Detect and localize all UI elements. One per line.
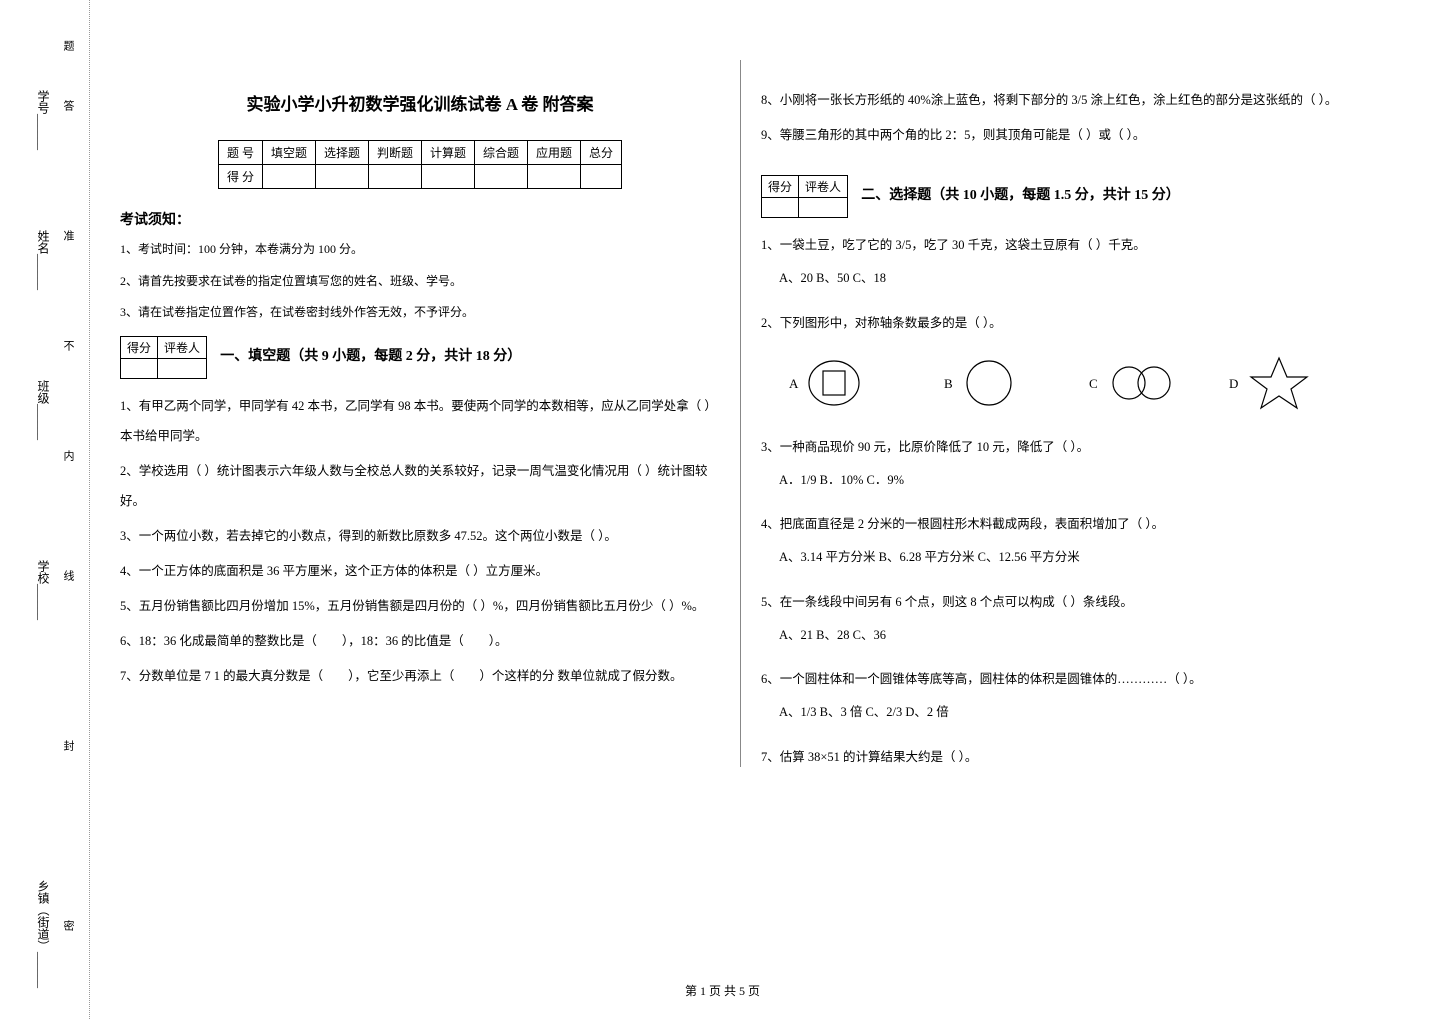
q2-5-opts: A、21 B、28 C、36: [779, 622, 1361, 650]
col-comp: 综合题: [475, 141, 528, 165]
q1-5: 5、五月份销售额比四月份增加 15%，五月份销售额是四月份的（ ）%，四月份销售…: [120, 591, 720, 621]
score-box-2: 得分 评卷人: [761, 175, 848, 218]
part2-title: 二、选择题（共 10 小题，每题 1.5 分，共计 15 分）: [861, 184, 1180, 204]
score-box-1: 得分 评卷人: [120, 336, 207, 379]
page-footer: 第 1 页 共 5 页: [0, 982, 1445, 999]
binding-class: 班级______: [35, 380, 52, 440]
binding-name: 姓名______: [35, 230, 52, 290]
q1-8: 8、小刚将一张长方形纸的 40%涂上蓝色，将剩下部分的 3/5 涂上红色，涂上红…: [761, 85, 1361, 115]
shape-b-circle: [967, 361, 1011, 405]
shapes-svg: A B C D: [779, 353, 1339, 413]
label-d: D: [1229, 376, 1238, 391]
shape-d-star: [1251, 358, 1307, 408]
cell: [422, 165, 475, 189]
notice-2: 2、请首先按要求在试卷的指定位置填写您的姓名、班级、学号。: [120, 271, 720, 293]
content-area: 实验小学小升初数学强化训练试卷 A 卷 附答案 题 号 填空题 选择题 判断题 …: [100, 50, 1420, 777]
q2-3: 3、一种商品现价 90 元，比原价降低了 10 元，降低了（ ）。: [761, 432, 1361, 462]
part2-header-row: 得分 评卷人 二、选择题（共 10 小题，每题 1.5 分，共计 15 分）: [761, 175, 1361, 218]
q2-2: 2、下列图形中，对称轴条数最多的是（ ）。: [761, 308, 1361, 338]
q1-7: 7、分数单位是 7 1 的最大真分数是（ ），它至少再添上（ ）个这样的分 数单…: [120, 661, 720, 691]
shape-a-rect: [823, 371, 845, 395]
cell: [262, 165, 315, 189]
inner-mark: 内: [60, 450, 76, 461]
allow-mark: 准: [60, 230, 76, 241]
score-table: 题 号 填空题 选择题 判断题 计算题 综合题 应用题 总分 得 分: [218, 140, 622, 189]
feng-mark: 封: [60, 740, 76, 751]
score-header-row: 题 号 填空题 选择题 判断题 计算题 综合题 应用题 总分: [218, 141, 621, 165]
cell: [368, 165, 421, 189]
scorebox-h1: 得分: [121, 336, 158, 358]
binding-strip: 乡镇（街道）______ 学校______ 班级______ 姓名______ …: [0, 0, 90, 1019]
row-label: 得 分: [218, 165, 262, 189]
ti-mark: 题: [60, 40, 76, 51]
binding-township: 乡镇（街道）______: [35, 880, 52, 988]
q2-1-opts: A、20 B、50 C、18: [779, 265, 1361, 293]
right-column: 8、小刚将一张长方形纸的 40%涂上蓝色，将剩下部分的 3/5 涂上红色，涂上红…: [741, 50, 1381, 777]
q2-4: 4、把底面直径是 2 分米的一根圆柱形木料截成两段，表面积增加了（ ）。: [761, 509, 1361, 539]
shape-c-circle1: [1113, 367, 1145, 399]
seal-mark: 密: [60, 920, 76, 931]
binding-school: 学校______: [35, 560, 52, 620]
col-fill: 填空题: [262, 141, 315, 165]
symmetry-shapes: A B C D: [779, 353, 1361, 417]
line-mark: 线: [60, 570, 76, 581]
col-num: 题 号: [218, 141, 262, 165]
col-calc: 计算题: [422, 141, 475, 165]
q2-3-opts: A．1/9 B．10% C．9%: [779, 467, 1361, 495]
q1-3: 3、一个两位小数，若去掉它的小数点，得到的新数比原数多 47.52。这个两位小数…: [120, 521, 720, 551]
binding-id: 学号______: [35, 90, 52, 150]
cell: [475, 165, 528, 189]
label-a: A: [789, 376, 799, 391]
q1-9: 9、等腰三角形的其中两个角的比 2：5，则其顶角可能是（ ）或（ ）。: [761, 120, 1361, 150]
q1-4: 4、一个正方体的底面积是 36 平方厘米，这个正方体的体积是（ ）立方厘米。: [120, 556, 720, 586]
notice-header: 考试须知：: [120, 209, 720, 229]
cell: [315, 165, 368, 189]
notice-3: 3、请在试卷指定位置作答，在试卷密封线外作答无效，不予评分。: [120, 302, 720, 324]
cell: [581, 165, 622, 189]
shape-c-circle2: [1138, 367, 1170, 399]
scorebox-h1: 得分: [762, 176, 799, 198]
left-column: 实验小学小升初数学强化训练试卷 A 卷 附答案 题 号 填空题 选择题 判断题 …: [100, 50, 740, 777]
scorebox-h2: 评卷人: [158, 336, 207, 358]
scorebox-h2: 评卷人: [799, 176, 848, 198]
label-b: B: [944, 376, 953, 391]
col-choice: 选择题: [315, 141, 368, 165]
q2-1: 1、一袋土豆，吃了它的 3/5，吃了 30 千克，这袋土豆原有（ ）千克。: [761, 230, 1361, 260]
q2-5: 5、在一条线段中间另有 6 个点，则这 8 个点可以构成（ ）条线段。: [761, 587, 1361, 617]
q2-6-opts: A、1/3 B、3 倍 C、2/3 D、2 倍: [779, 699, 1361, 727]
q2-6: 6、一个圆柱体和一个圆锥体等底等高，圆柱体的体积是圆锥体的…………（ ）。: [761, 664, 1361, 694]
no-mark: 不: [60, 340, 76, 351]
label-c: C: [1089, 376, 1098, 391]
q1-1: 1、有甲乙两个同学，甲同学有 42 本书，乙同学有 98 本书。要使两个同学的本…: [120, 391, 720, 451]
q1-6: 6、18：36 化成最简单的整数比是（ ），18：36 的比值是（ ）。: [120, 626, 720, 656]
col-total: 总分: [581, 141, 622, 165]
shape-a-ellipse: [809, 361, 859, 405]
exam-title: 实验小学小升初数学强化训练试卷 A 卷 附答案: [120, 90, 720, 115]
col-judge: 判断题: [368, 141, 421, 165]
cell: [528, 165, 581, 189]
answer-mark: 答: [60, 100, 76, 111]
q1-2: 2、学校选用（ ）统计图表示六年级人数与全校总人数的关系较好，记录一周气温变化情…: [120, 456, 720, 516]
q2-4-opts: A、3.14 平方分米 B、6.28 平方分米 C、12.56 平方分米: [779, 544, 1361, 572]
notice-1: 1、考试时间：100 分钟，本卷满分为 100 分。: [120, 239, 720, 261]
part1-header-row: 得分 评卷人 一、填空题（共 9 小题，每题 2 分，共计 18 分）: [120, 336, 720, 379]
col-app: 应用题: [528, 141, 581, 165]
part1-title: 一、填空题（共 9 小题，每题 2 分，共计 18 分）: [220, 345, 521, 365]
q2-7: 7、估算 38×51 的计算结果大约是（ ）。: [761, 742, 1361, 772]
score-value-row: 得 分: [218, 165, 621, 189]
